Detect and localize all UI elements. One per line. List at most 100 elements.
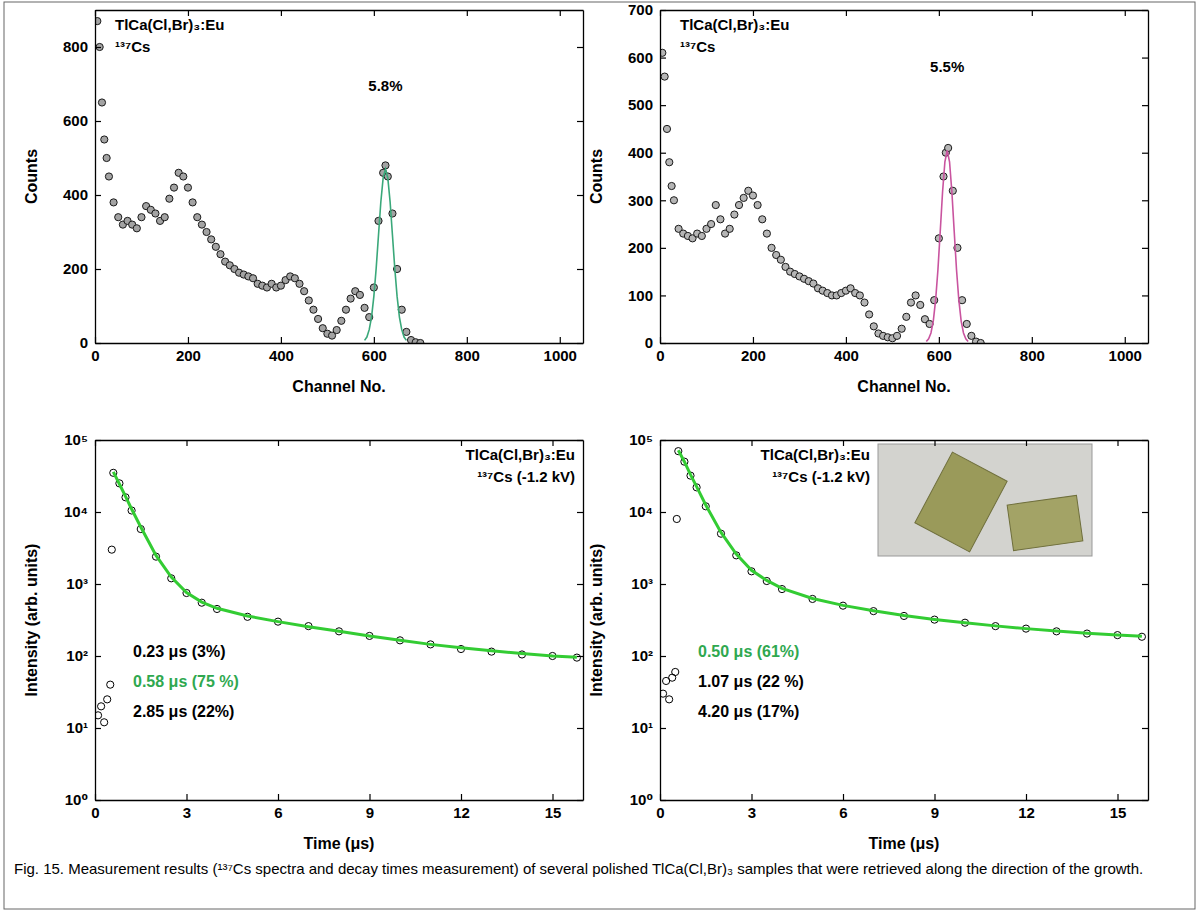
tick-mark xyxy=(1142,153,1148,154)
tick xyxy=(577,800,583,801)
data-point xyxy=(310,306,317,313)
tick-mark xyxy=(467,337,468,343)
tick-mark xyxy=(281,10,282,16)
tick-mark xyxy=(1142,343,1148,344)
tick-mark xyxy=(660,800,666,801)
tick-label: 3 xyxy=(748,804,756,821)
tick: 10⁰ xyxy=(65,791,101,808)
data-point xyxy=(977,339,984,343)
tick-mark xyxy=(577,47,583,48)
tick xyxy=(1142,440,1148,441)
tick-mark xyxy=(577,800,583,801)
panel-subtitle: ¹³⁷Cs (-1.2 kV) xyxy=(772,468,870,485)
axis-line xyxy=(96,440,584,441)
axis: 03691215 xyxy=(91,794,583,821)
tick xyxy=(1142,800,1148,801)
tick-mark xyxy=(577,343,583,344)
data-point xyxy=(161,214,168,221)
tick-mark xyxy=(1125,10,1126,16)
tick-mark xyxy=(1117,440,1118,446)
tick-label: 0 xyxy=(91,347,99,364)
data-point xyxy=(208,236,215,243)
tick-label: 400 xyxy=(628,144,653,161)
tick: 500 xyxy=(628,96,666,113)
tick-mark xyxy=(1142,105,1148,106)
tick: 12 xyxy=(1018,794,1035,821)
data-point xyxy=(763,230,770,237)
data-point xyxy=(949,187,956,194)
tick xyxy=(752,440,753,446)
plot-area xyxy=(95,469,581,726)
tick-label: 12 xyxy=(453,804,470,821)
data-point xyxy=(389,210,396,217)
tick xyxy=(577,656,583,657)
tick: 200 xyxy=(741,337,766,364)
tick-mark xyxy=(660,295,666,296)
tick-mark xyxy=(1026,440,1027,446)
data-point xyxy=(361,304,368,311)
tick-label: 0 xyxy=(656,804,664,821)
axis: 10⁰10¹10²10³10⁴10⁵ xyxy=(629,431,666,808)
inset-sample xyxy=(1007,495,1083,550)
axis-line xyxy=(660,11,661,344)
axis xyxy=(577,11,584,344)
data-point xyxy=(98,99,105,106)
tick xyxy=(577,584,583,585)
axis: 02004006008001000 xyxy=(91,337,583,364)
data-point xyxy=(870,323,877,330)
tick-mark xyxy=(577,584,583,585)
tick-label: 1000 xyxy=(1109,347,1142,364)
data-point xyxy=(731,211,738,218)
tick-label: 15 xyxy=(1110,804,1127,821)
axis-line xyxy=(96,343,584,344)
x-axis-title: Channel No. xyxy=(292,378,385,395)
tick-mark xyxy=(843,794,844,800)
tick-label: 0 xyxy=(645,334,653,351)
tick xyxy=(1026,440,1027,446)
axis xyxy=(1142,11,1149,344)
tick xyxy=(370,440,371,446)
tick xyxy=(1142,656,1148,657)
tick xyxy=(577,195,583,196)
data-point xyxy=(749,192,756,199)
tick xyxy=(461,440,462,446)
data-point xyxy=(314,315,321,322)
data-point xyxy=(912,292,919,299)
tick: 600 xyxy=(362,337,387,364)
tick xyxy=(577,343,583,344)
data-point xyxy=(133,225,140,232)
data-point xyxy=(198,221,205,228)
axis-line xyxy=(583,11,584,344)
tick xyxy=(577,47,583,48)
tick-mark xyxy=(1032,337,1033,343)
tick-mark xyxy=(1032,10,1033,16)
tick: 6 xyxy=(839,794,847,821)
tick: 100 xyxy=(628,287,666,304)
tick xyxy=(560,10,561,16)
tick-mark xyxy=(95,656,101,657)
data-point xyxy=(712,201,719,208)
tick-mark xyxy=(660,10,666,11)
data-point xyxy=(356,291,363,298)
data-point xyxy=(945,144,952,151)
tick: 400 xyxy=(834,337,859,364)
tick: 800 xyxy=(63,38,101,55)
inset-sample xyxy=(915,452,1007,552)
tick: 6 xyxy=(274,794,282,821)
data-point xyxy=(107,681,114,688)
tick-mark xyxy=(1142,295,1148,296)
data-point xyxy=(903,313,910,320)
panel-title: TlCa(Cl,Br)₃:Eu xyxy=(761,446,870,463)
tick-label: 300 xyxy=(628,192,653,209)
fit-line xyxy=(113,472,577,657)
tick-mark xyxy=(934,794,935,800)
tick-label: 600 xyxy=(362,347,387,364)
tick xyxy=(1142,343,1148,344)
axis-line xyxy=(1148,11,1149,344)
tick-mark xyxy=(278,440,279,446)
tick-mark xyxy=(95,47,101,48)
tick-mark xyxy=(278,794,279,800)
data-point xyxy=(856,292,863,299)
tick: 10⁴ xyxy=(629,503,666,520)
tick-label: 6 xyxy=(274,804,282,821)
